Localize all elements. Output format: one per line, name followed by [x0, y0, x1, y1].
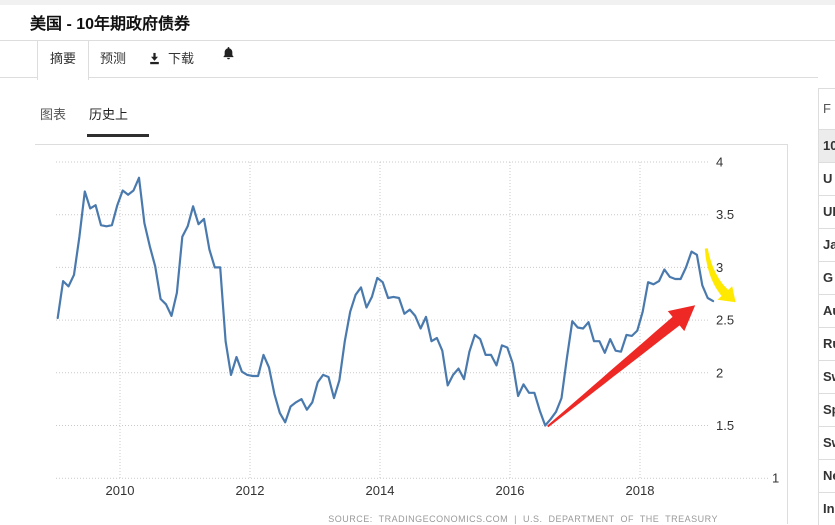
bell-icon [221, 46, 236, 61]
sidebar-header: F [819, 89, 835, 130]
y-axis-label: 2.5 [716, 313, 734, 328]
x-axis-label: 2016 [496, 483, 525, 498]
subtab-history[interactable]: 历史上 [89, 107, 129, 122]
yield-line[interactable] [56, 176, 715, 427]
content-top-border [35, 144, 787, 145]
sidebar-row[interactable]: In [819, 493, 835, 525]
bonds-sidebar: F 10UUKJaGAuRuSwSpSwNeInIn [818, 88, 835, 525]
y-axis-label: 1 [772, 471, 779, 486]
y-axis-label: 4 [716, 155, 723, 170]
red-arrow-annotation [547, 305, 696, 428]
x-axis-label: 2010 [106, 483, 135, 498]
x-axis-label: 2014 [366, 483, 395, 498]
download-icon [147, 52, 162, 67]
subtab-active-underline [87, 134, 149, 137]
alerts-button[interactable] [221, 46, 236, 66]
x-axis-label: 2018 [626, 483, 655, 498]
sidebar-row[interactable]: Au [819, 295, 835, 328]
yellow-arrow-annotation [704, 248, 736, 303]
header-divider [0, 40, 835, 41]
subtab-chart[interactable]: 图表 [40, 107, 67, 122]
tab-download-label: 下载 [168, 51, 195, 66]
sidebar-row[interactable]: 10 [819, 130, 835, 163]
sidebar-row[interactable]: Sw [819, 361, 835, 394]
sidebar-row[interactable]: U [819, 163, 835, 196]
page-title: 美国 - 10年期政府债券 [30, 16, 191, 33]
sidebar-row[interactable]: G [819, 262, 835, 295]
y-axis-label: 1.5 [716, 418, 734, 433]
top-edge-strip [0, 0, 835, 5]
sidebar-row[interactable]: Sw [819, 427, 835, 460]
y-axis-label: 3 [716, 260, 723, 275]
content-right-border [787, 144, 788, 524]
y-axis-label: 3.5 [716, 207, 734, 222]
x-axis-label: 2012 [236, 483, 265, 498]
sidebar-row[interactable]: Sp [819, 394, 835, 427]
tab-forecast-label: 预测 [100, 51, 127, 66]
source-attribution: SOURCE: TRADINGECONOMICS.COM | U.S. DEPA… [328, 514, 718, 524]
y-axis-label: 2 [716, 365, 723, 380]
tab-summary[interactable]: 摘要 [37, 41, 89, 80]
sidebar-row[interactable]: UK [819, 196, 835, 229]
tabbar-bottom-border [0, 77, 818, 78]
tab-download[interactable]: 下载 [147, 41, 194, 77]
sidebar-row[interactable]: Ru [819, 328, 835, 361]
tab-forecast[interactable]: 预测 [100, 41, 126, 77]
sidebar-row[interactable]: Ne [819, 460, 835, 493]
sidebar-row[interactable]: Ja [819, 229, 835, 262]
